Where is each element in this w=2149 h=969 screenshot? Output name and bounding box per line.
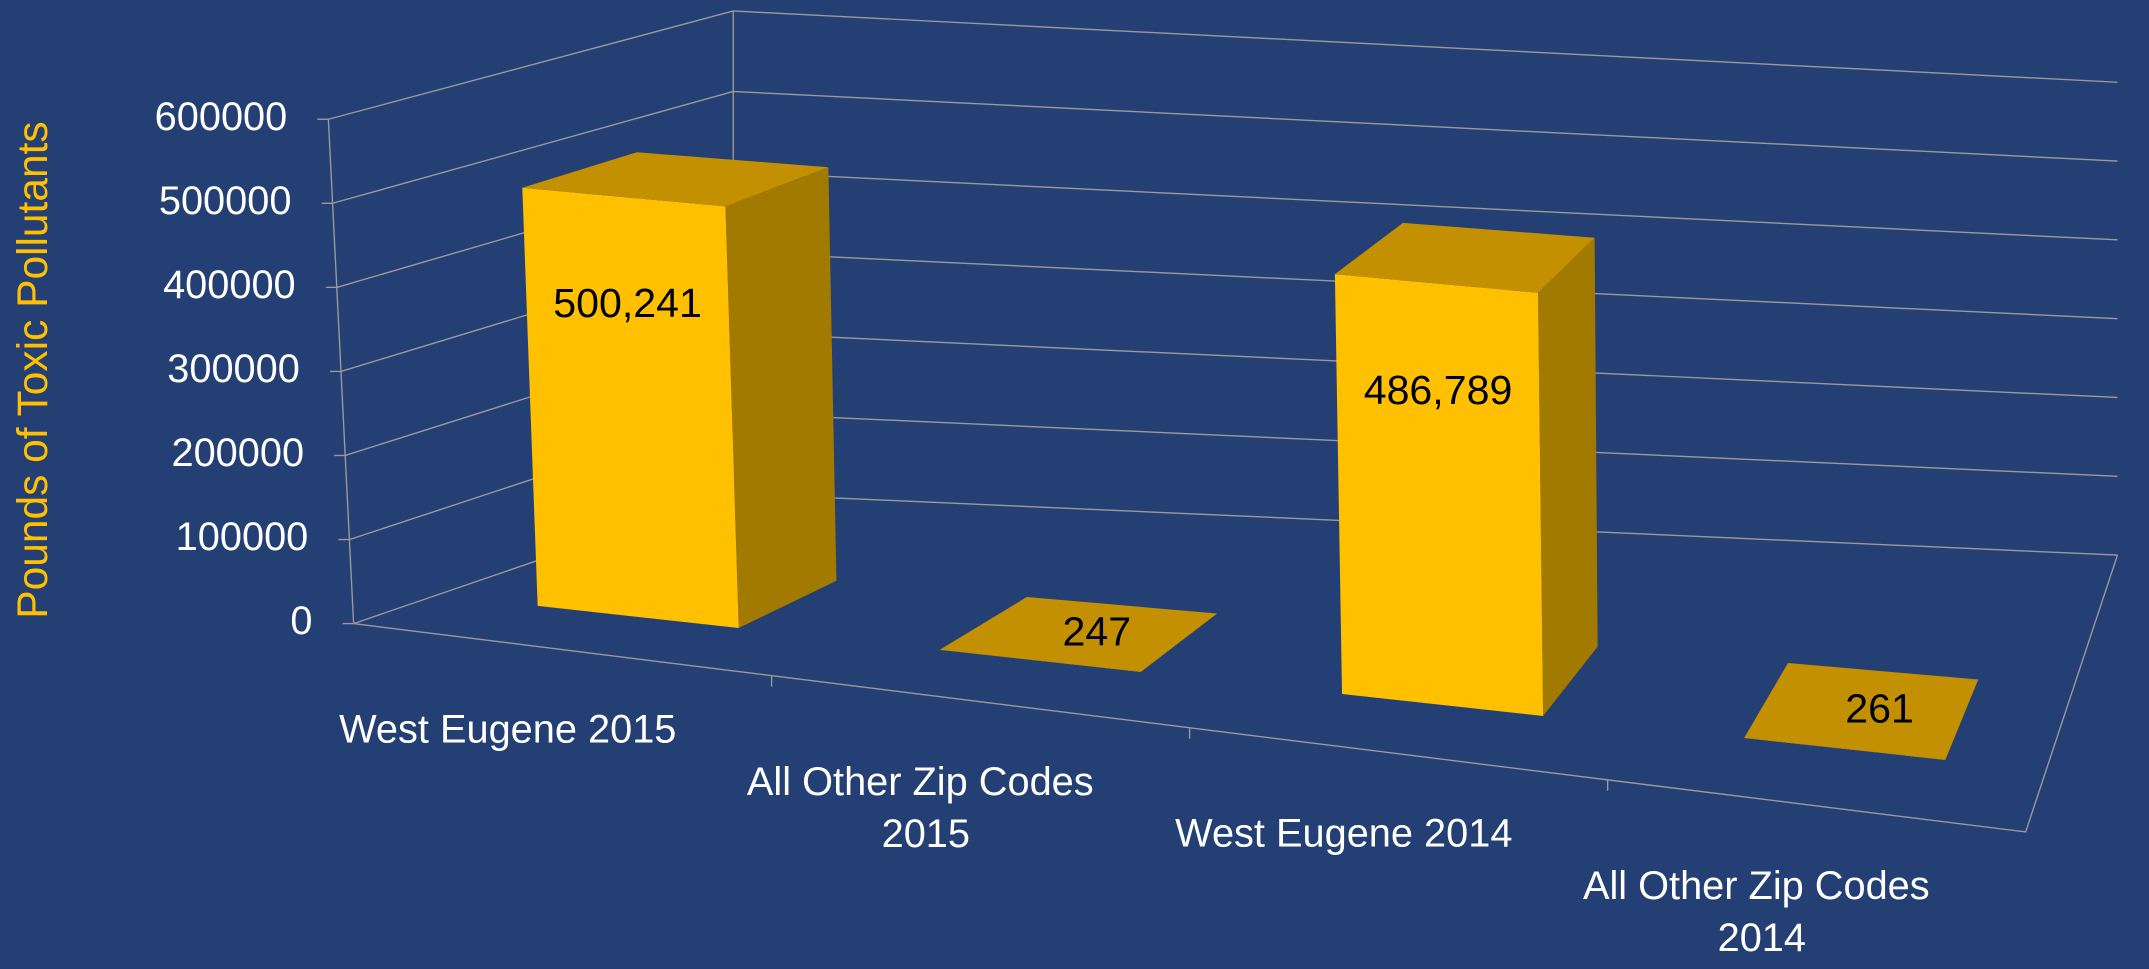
value-label: 247 bbox=[1063, 608, 1132, 654]
value-label: 486,789 bbox=[1364, 367, 1513, 413]
bar-side bbox=[725, 167, 837, 628]
bar-side bbox=[1140, 613, 1218, 672]
y-tick-label: 100000 bbox=[176, 515, 309, 559]
y-tick-label: 600000 bbox=[155, 95, 288, 139]
y-axis-label: Pounds of Toxic Pollutants bbox=[10, 121, 57, 618]
bar-side bbox=[1538, 237, 1598, 716]
grid-line bbox=[332, 90, 2118, 204]
y-tick-label: 200000 bbox=[171, 431, 304, 475]
bar-front bbox=[1334, 274, 1544, 716]
y-tick-label: 400000 bbox=[163, 263, 296, 307]
y-tick-label: 0 bbox=[290, 599, 312, 643]
bar-front bbox=[522, 187, 739, 628]
value-label: 500,241 bbox=[553, 280, 702, 326]
x-tick-label: All Other Zip Codes 2015 bbox=[747, 759, 1105, 855]
x-tick-label: All Other Zip Codes 2014 bbox=[1583, 864, 1941, 960]
floor-edge bbox=[353, 554, 2119, 833]
bar-top bbox=[939, 597, 1218, 672]
value-label: 261 bbox=[1845, 685, 1914, 731]
grid-line bbox=[328, 10, 2118, 120]
y-tick-label: 300000 bbox=[167, 347, 300, 391]
bar-top bbox=[1334, 222, 1595, 293]
bar-top bbox=[522, 152, 829, 207]
bar-front bbox=[939, 649, 1141, 672]
bar-front bbox=[1744, 737, 1946, 760]
x-tick-label: West Eugene 2014 bbox=[1175, 812, 1512, 856]
bar-top bbox=[1744, 662, 1979, 760]
y-tick-label: 500000 bbox=[159, 179, 292, 223]
bar-side bbox=[1945, 679, 1979, 760]
x-tick-label: West Eugene 2015 bbox=[339, 707, 676, 751]
